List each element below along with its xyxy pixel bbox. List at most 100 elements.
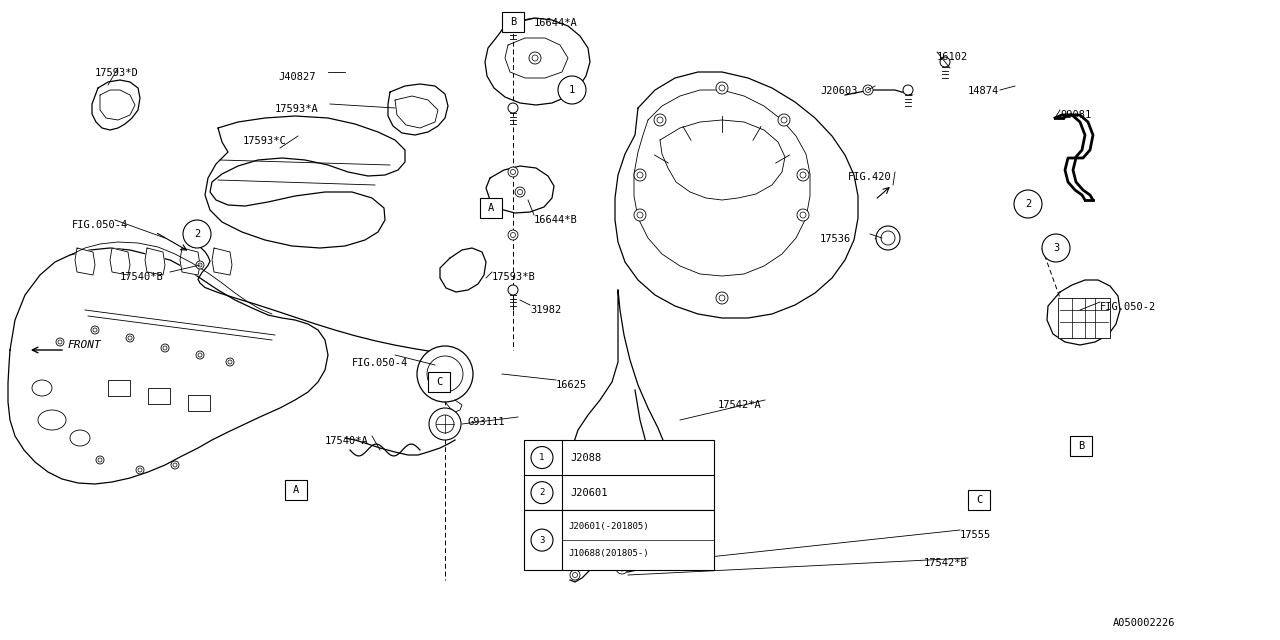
Text: J10688(201805-): J10688(201805-) [568, 548, 649, 557]
Circle shape [436, 415, 454, 433]
Text: 17542*B: 17542*B [924, 558, 968, 568]
Polygon shape [614, 72, 858, 318]
Circle shape [876, 226, 900, 250]
Circle shape [515, 187, 525, 197]
Polygon shape [572, 290, 668, 508]
Circle shape [96, 456, 104, 464]
Text: B: B [509, 17, 516, 27]
Circle shape [196, 237, 201, 243]
Polygon shape [8, 248, 328, 484]
Circle shape [618, 554, 626, 562]
Bar [1070, 436, 1092, 456]
Circle shape [570, 570, 580, 580]
Text: C: C [975, 495, 982, 505]
Circle shape [196, 351, 204, 359]
Text: B: B [1078, 441, 1084, 451]
Circle shape [1014, 190, 1042, 218]
Polygon shape [485, 18, 590, 105]
Circle shape [940, 57, 950, 67]
Circle shape [193, 235, 204, 245]
Text: J2088: J2088 [570, 452, 602, 463]
Text: 17540*B: 17540*B [120, 272, 164, 282]
Circle shape [228, 360, 232, 364]
Circle shape [654, 114, 666, 126]
Circle shape [508, 285, 518, 295]
Circle shape [507, 16, 518, 28]
Circle shape [572, 573, 577, 577]
Circle shape [508, 167, 518, 177]
Text: 1: 1 [539, 453, 545, 462]
Circle shape [531, 482, 553, 504]
Circle shape [93, 328, 97, 332]
Text: 16102: 16102 [937, 52, 968, 62]
Bar [188, 395, 210, 411]
Text: C: C [436, 377, 442, 387]
Text: A: A [488, 203, 494, 213]
Polygon shape [486, 166, 554, 213]
Polygon shape [110, 248, 131, 275]
Circle shape [719, 85, 724, 91]
Text: 17540*A: 17540*A [325, 436, 369, 446]
Circle shape [800, 212, 806, 218]
Circle shape [529, 52, 541, 64]
Circle shape [1042, 234, 1070, 262]
Circle shape [531, 529, 553, 551]
Circle shape [508, 230, 518, 240]
Text: J40827: J40827 [278, 72, 315, 82]
Circle shape [637, 212, 643, 218]
Text: 2: 2 [193, 229, 200, 239]
Bar [502, 12, 524, 32]
Circle shape [161, 344, 169, 352]
Polygon shape [92, 80, 140, 130]
Bar [524, 510, 714, 570]
Text: 17555: 17555 [960, 530, 991, 540]
Bar [285, 480, 307, 500]
Polygon shape [76, 248, 95, 275]
Circle shape [136, 466, 143, 474]
Circle shape [716, 292, 728, 304]
Circle shape [196, 261, 204, 269]
Text: J20603: J20603 [820, 86, 858, 96]
Circle shape [172, 461, 179, 469]
Bar [108, 380, 131, 396]
Circle shape [797, 209, 809, 221]
Bar [968, 490, 989, 510]
Text: 3: 3 [1053, 243, 1059, 253]
Text: A: A [293, 485, 300, 495]
Circle shape [863, 85, 873, 95]
Circle shape [99, 458, 102, 462]
Text: 17593*A: 17593*A [275, 104, 319, 114]
Circle shape [778, 114, 790, 126]
Bar [1059, 298, 1110, 338]
Text: 17593*B: 17593*B [492, 272, 536, 282]
Circle shape [800, 172, 806, 178]
Circle shape [198, 353, 202, 357]
Text: A050002226: A050002226 [1112, 618, 1175, 628]
Circle shape [865, 88, 870, 93]
Circle shape [637, 172, 643, 178]
Text: FIG.050-4: FIG.050-4 [352, 358, 408, 368]
Text: FIG.420: FIG.420 [849, 172, 892, 182]
Text: G93111: G93111 [468, 417, 506, 427]
Circle shape [417, 346, 474, 402]
Circle shape [657, 117, 663, 123]
Circle shape [128, 336, 132, 340]
Polygon shape [1047, 280, 1120, 345]
Polygon shape [212, 248, 232, 275]
Circle shape [620, 556, 625, 560]
Circle shape [558, 76, 586, 104]
Circle shape [173, 463, 177, 467]
Text: FRONT: FRONT [68, 340, 101, 350]
Circle shape [138, 468, 142, 472]
Circle shape [620, 565, 625, 571]
Circle shape [508, 103, 518, 113]
Bar [428, 372, 451, 392]
Text: 2: 2 [1025, 199, 1032, 209]
Ellipse shape [38, 410, 67, 430]
Circle shape [719, 295, 724, 301]
Text: FIG.050-4: FIG.050-4 [72, 220, 128, 230]
Circle shape [616, 562, 628, 574]
Circle shape [881, 231, 895, 245]
Bar [524, 440, 714, 510]
Circle shape [428, 356, 463, 392]
